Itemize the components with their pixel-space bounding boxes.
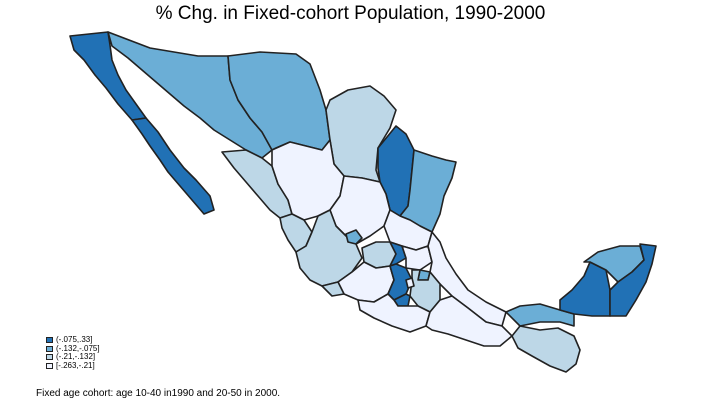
legend-swatch	[46, 337, 53, 344]
map-title: % Chg. in Fixed-cohort Population, 1990-…	[155, 3, 546, 24]
legend-entry: (-.21,-.132]	[46, 352, 100, 362]
footnote: Fixed age cohort: age 10-40 in1990 and 2…	[36, 388, 281, 399]
legend-swatch	[46, 345, 53, 352]
state-baja-california-sur	[131, 117, 215, 215]
state-colima	[321, 281, 345, 297]
state-distrito-federal	[405, 277, 415, 289]
state-quintana-roo	[609, 243, 657, 317]
state-puebla	[409, 269, 441, 313]
state-aguascalientes	[345, 229, 363, 245]
legend-swatch	[46, 354, 53, 361]
legend-swatch	[46, 362, 53, 369]
legend-entry: (-.132,-.075]	[46, 343, 100, 354]
state-tabasco	[505, 303, 575, 327]
legend-label: [-.263,-.21]	[56, 360, 95, 370]
legend-label: (-.075,.33]	[56, 335, 93, 344]
legend-entry: [-.263,-.21]	[46, 360, 100, 371]
state-hidalgo	[401, 245, 433, 271]
legend-label: (-.21,-.132]	[56, 352, 96, 361]
legend-entry: (-.075,.33]	[46, 335, 100, 345]
state-oaxaca	[425, 295, 513, 347]
state-chiapas	[511, 325, 581, 373]
state-guerrero	[357, 293, 431, 333]
state-campeche	[559, 261, 611, 317]
map-legend: (-.075,.33] (-.132,-.075] (-.21,-.132] […	[46, 335, 100, 371]
legend-label: (-.132,-.075]	[56, 343, 100, 353]
